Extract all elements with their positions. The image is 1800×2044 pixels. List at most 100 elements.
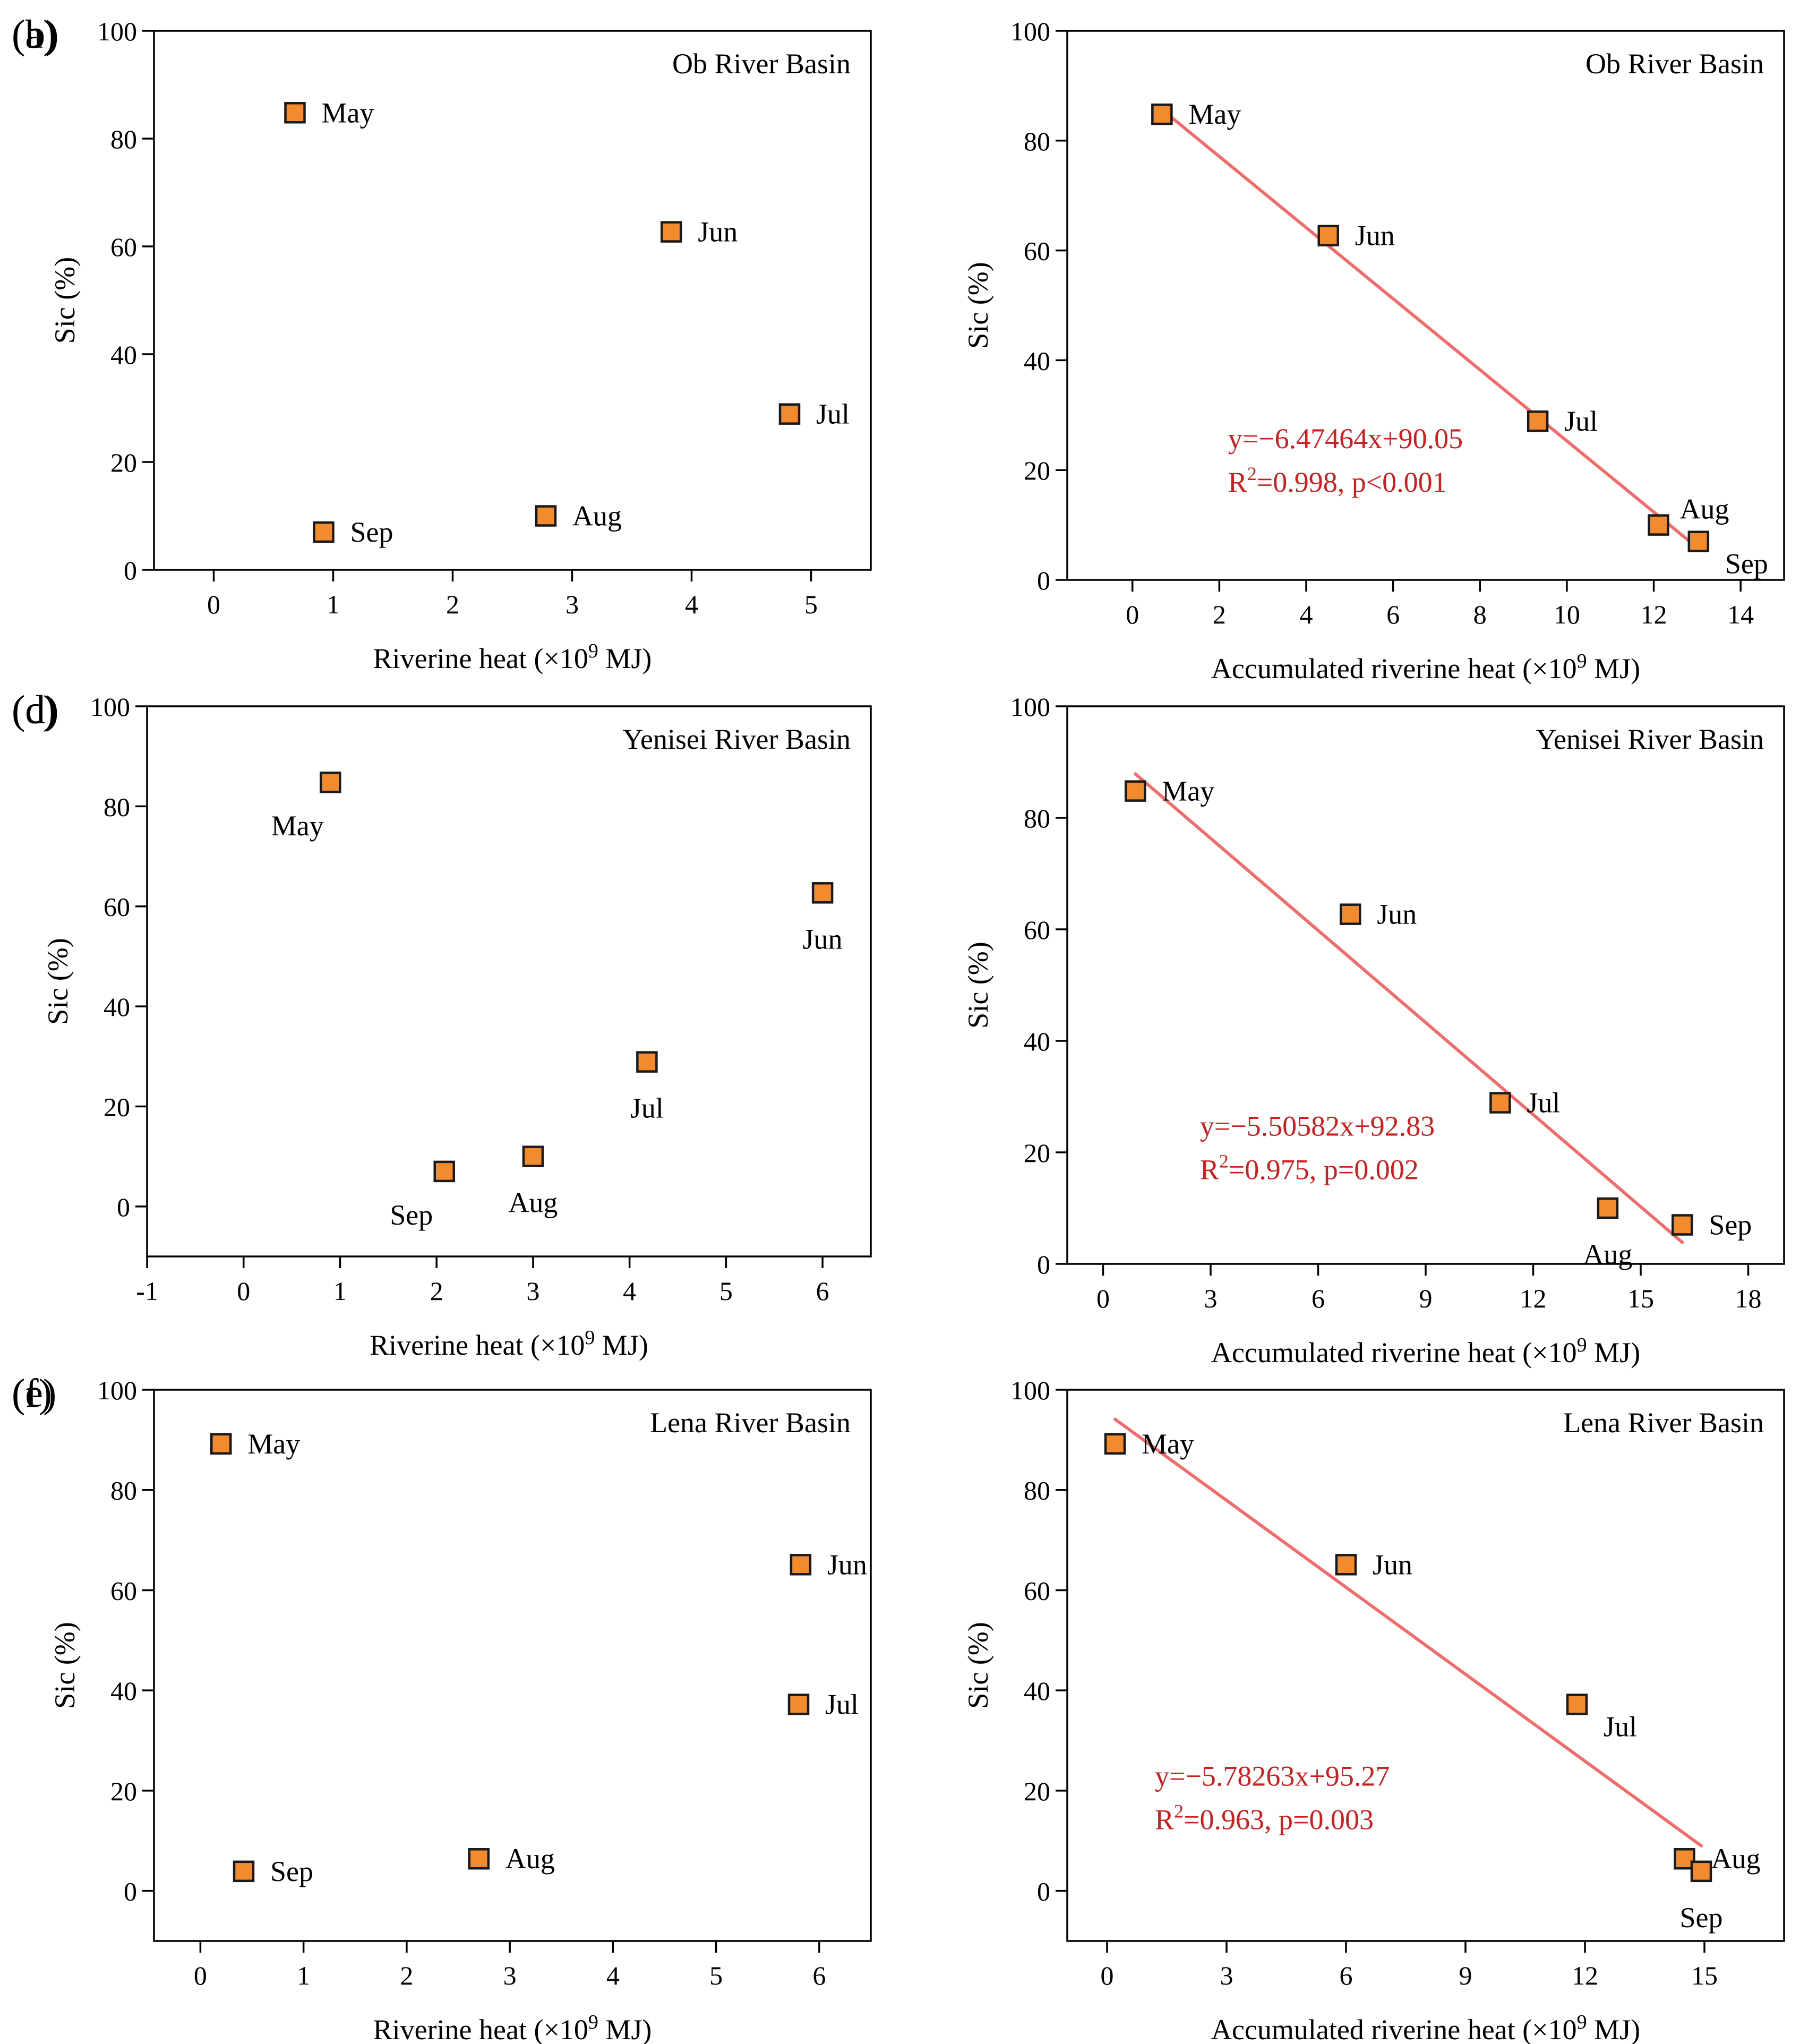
y-tick-label: 0 — [1037, 566, 1050, 595]
panel-label: (e) — [12, 1371, 56, 1416]
r2-sup: 2 — [1174, 1800, 1184, 1821]
data-point-aug[interactable] — [522, 1145, 544, 1167]
y-tick-label: 60 — [110, 232, 137, 262]
point-label-aug: Aug — [1711, 1843, 1761, 1875]
x-tick-label: 15 — [1627, 1284, 1654, 1313]
plot-frame — [153, 30, 872, 571]
point-label-sep: Sep — [350, 516, 393, 548]
x-tick-label: 10 — [1554, 600, 1580, 629]
y-tick-label: 20 — [1024, 456, 1050, 485]
r-squared-text: R2=0.998, p<0.001 — [1228, 463, 1447, 498]
panel-label: (a) — [12, 12, 56, 57]
data-point-aug[interactable] — [468, 1848, 490, 1870]
r2-sup: 2 — [1247, 463, 1257, 484]
data-point-jun[interactable] — [661, 221, 682, 243]
data-point-may[interactable] — [284, 102, 306, 124]
point-label-jul: Jul — [816, 398, 850, 430]
point-label-sep: Sep — [1725, 548, 1768, 580]
data-point-jun[interactable] — [811, 882, 834, 904]
data-point-sep[interactable] — [313, 521, 335, 543]
x-tick-label: 9 — [1419, 1284, 1433, 1313]
data-point-sep[interactable] — [1687, 531, 1710, 552]
data-point-jul[interactable] — [636, 1051, 658, 1073]
data-point-sep[interactable] — [1672, 1214, 1693, 1236]
point-label-aug: Aug — [508, 1187, 558, 1219]
x-tick-label: 4 — [685, 589, 698, 619]
data-point-jul[interactable] — [778, 403, 801, 425]
x-axis-label-sup: 9 — [1577, 2011, 1587, 2033]
x-tick-label: 18 — [1735, 1284, 1762, 1313]
data-point-may[interactable] — [320, 771, 341, 793]
r2-sup: 2 — [1219, 1151, 1229, 1172]
x-axis-label: Riverine heat (×109 MJ) — [370, 1327, 648, 1361]
data-point-jul[interactable] — [1566, 1694, 1588, 1715]
y-tick-label: 100 — [97, 16, 137, 46]
y-tick-label: 100 — [90, 692, 130, 722]
y-tick-label: 40 — [1024, 346, 1050, 375]
r-squared-text: R2=0.975, p=0.002 — [1200, 1151, 1419, 1186]
data-point-may[interactable] — [1125, 780, 1146, 802]
y-axis-label: Sic (%) — [962, 942, 994, 1028]
regression-line — [1134, 772, 1684, 1244]
y-tick-label: 100 — [1010, 16, 1050, 46]
y-tick-label: 0 — [124, 555, 137, 585]
x-tick-label: 12 — [1572, 1961, 1598, 1990]
y-tick-label: 20 — [1024, 1776, 1050, 1806]
x-tick-label: 15 — [1691, 1961, 1718, 1990]
x-tick-label: 3 — [1204, 1284, 1218, 1313]
y-tick-label: 80 — [110, 1476, 137, 1506]
x-tick-label: 14 — [1727, 600, 1754, 629]
y-tick-label: 80 — [110, 124, 137, 154]
data-point-jul[interactable] — [1489, 1092, 1511, 1114]
point-label-may: May — [1142, 1428, 1194, 1460]
data-point-jun[interactable] — [790, 1554, 812, 1576]
x-tick-label: 2 — [430, 1276, 443, 1306]
x-tick-label: 0 — [237, 1276, 250, 1306]
data-point-may[interactable] — [1104, 1433, 1126, 1455]
panel-title: Ob River Basin — [1585, 48, 1764, 80]
panel-title: Yenisei River Basin — [1536, 723, 1764, 755]
data-point-aug[interactable] — [535, 505, 557, 527]
x-axis-label: Riverine heat (×109 MJ) — [373, 2011, 652, 2044]
x-tick-label: 0 — [207, 589, 220, 619]
y-tick-label: 0 — [124, 1877, 137, 1906]
data-point-jul[interactable] — [787, 1694, 810, 1715]
point-label-aug: Aug — [1680, 493, 1729, 525]
data-point-sep[interactable] — [233, 1860, 255, 1883]
regression-equation: y=−5.50582x+92.83 — [1200, 1110, 1435, 1142]
data-point-sep[interactable] — [433, 1160, 455, 1183]
x-axis-label-tail: MJ) — [595, 1329, 648, 1361]
y-tick-label: 100 — [1010, 692, 1050, 722]
point-label-jun: Jun — [1377, 899, 1417, 930]
y-tick-label: 40 — [1024, 1027, 1050, 1056]
y-tick-label: 60 — [1024, 236, 1050, 266]
panel-c: (c) Yenisei River Basin 0 20 40 60 80 100 -1 0 1 2 3… — [12, 688, 872, 1361]
data-point-jul[interactable] — [1527, 410, 1549, 432]
point-label-may: May — [247, 1428, 300, 1460]
data-point-jun[interactable] — [1340, 903, 1361, 925]
data-point-aug[interactable] — [1597, 1197, 1619, 1219]
y-tick-label: 60 — [110, 1576, 137, 1605]
data-point-jun[interactable] — [1317, 225, 1339, 246]
data-point-aug[interactable] — [1648, 514, 1669, 536]
y-tick-label: 20 — [110, 1776, 137, 1806]
data-point-may[interactable] — [1151, 103, 1173, 125]
x-tick-label: 4 — [606, 1961, 620, 1990]
plot-frame — [1066, 1389, 1785, 1942]
data-point-may[interactable] — [210, 1433, 232, 1455]
x-axis-label-sup: 9 — [1577, 650, 1587, 672]
x-axis-label: Accumulated riverine heat (×109 MJ) — [1211, 650, 1640, 685]
y-tick-label: 80 — [104, 792, 130, 822]
point-label-jun: Jun — [803, 923, 843, 955]
point-label-sep: Sep — [1680, 1902, 1723, 1934]
x-axis-label-tail: MJ) — [598, 643, 652, 674]
data-point-jun[interactable] — [1335, 1554, 1357, 1576]
point-label-sep: Sep — [390, 1199, 433, 1231]
point-label-jun: Jun — [1373, 1549, 1412, 1580]
r-squared-text: R2=0.963, p=0.003 — [1155, 1800, 1374, 1835]
plot-frame — [146, 705, 872, 1258]
x-tick-label: 12 — [1641, 600, 1667, 629]
data-point-sep[interactable] — [1690, 1860, 1712, 1883]
